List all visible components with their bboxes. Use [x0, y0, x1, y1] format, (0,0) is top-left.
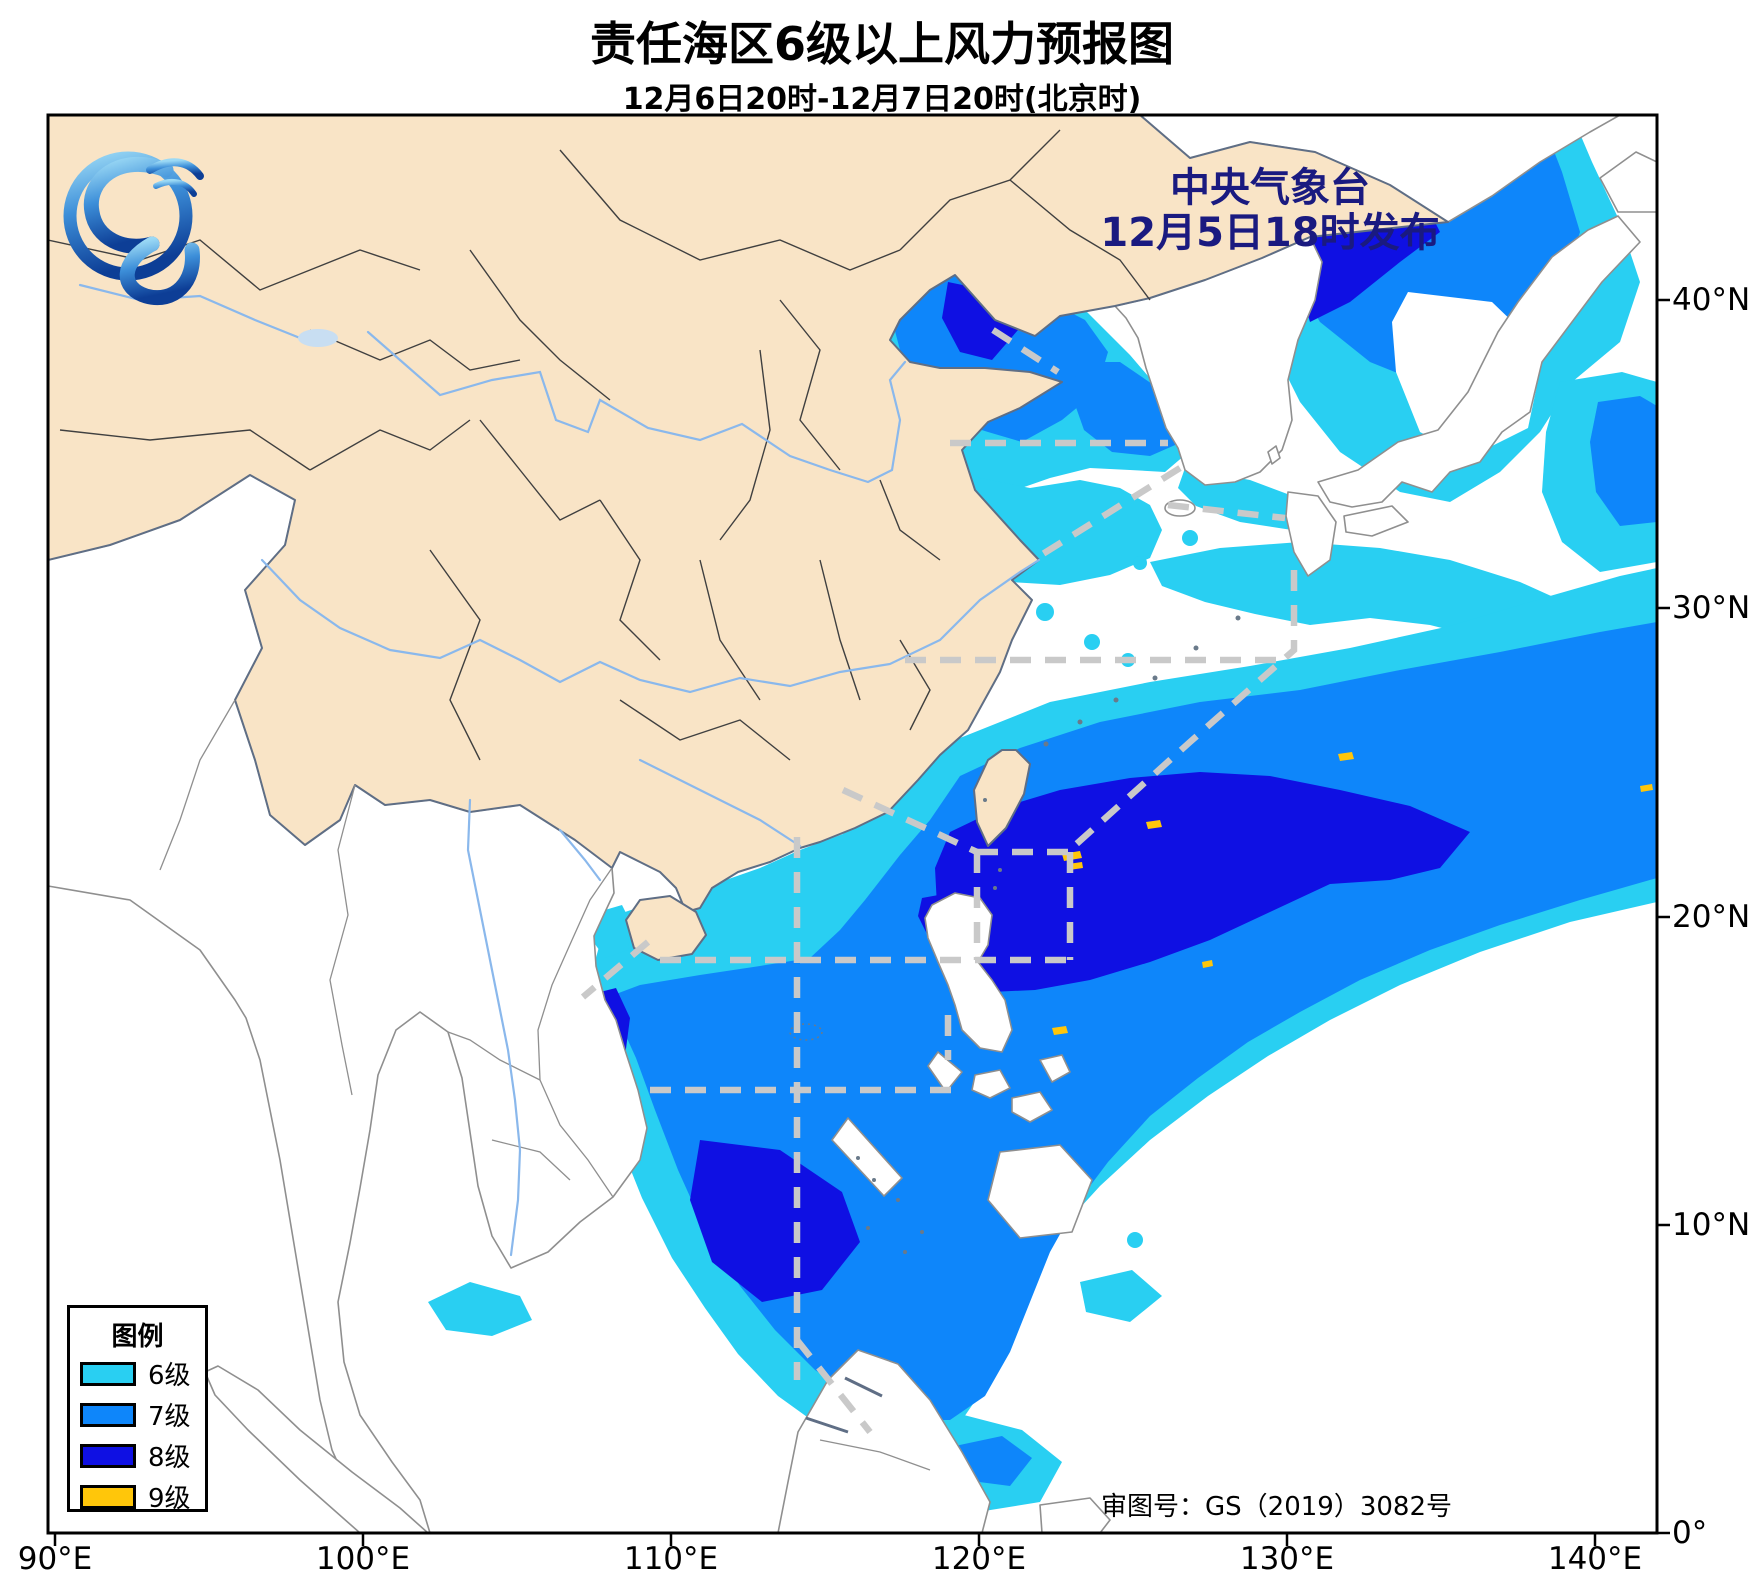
tsushima-island [1267, 445, 1281, 465]
hokkaido-island [1599, 151, 1657, 213]
rivers [78, 283, 1041, 1257]
shikoku-island [1343, 505, 1409, 537]
legend-row: 8级 [70, 1435, 205, 1476]
sulawesi-island [1039, 1497, 1111, 1533]
x-tick-label: 140°E [1547, 1541, 1643, 1577]
taiwan-island [973, 749, 1031, 847]
x-tick-label: 110°E [623, 1541, 719, 1577]
legend-swatch-6 [80, 1361, 136, 1386]
foreign-borders [159, 699, 931, 1471]
visayas-island [971, 1069, 1011, 1099]
y-tick-label: 40°N [1672, 282, 1751, 318]
honshu-island [1317, 215, 1641, 508]
china-land-layer [48, 115, 1449, 961]
sea-area-boundaries [580, 327, 1298, 1435]
legend-title: 图例 [111, 1322, 164, 1352]
issue-block: 中央气象台 12月5日18时发布 [1080, 166, 1460, 256]
survey-number: 审图号：GS（2019）3082号 [1101, 1492, 1452, 1522]
axis-ticks [53, 298, 1670, 1546]
legend-swatch-8 [80, 1443, 136, 1468]
issue-agency: 中央气象台 [1170, 165, 1370, 211]
y-tick-label: 0° [1672, 1515, 1708, 1551]
legend-label: 7级 [148, 1402, 191, 1432]
map-frame [46, 113, 1659, 1535]
x-tick-label: 130°E [1239, 1541, 1335, 1577]
legend-row: 7级 [70, 1394, 205, 1435]
legend-label: 6级 [148, 1361, 191, 1391]
island-slashes [805, 1376, 883, 1434]
y-tick-label: 20°N [1672, 899, 1751, 935]
issue-time: 12月5日18时发布 [1100, 209, 1440, 256]
legend-swatch-7 [80, 1402, 136, 1427]
paracel-islands-outline [789, 1023, 823, 1041]
cma-logo [63, 151, 204, 306]
china-mainland [48, 115, 1449, 913]
x-tick-label: 90°E [17, 1541, 93, 1577]
palawan-island [831, 1117, 903, 1197]
visayas-island [1011, 1091, 1053, 1123]
yangtze-river [260, 558, 1041, 694]
mindanao-island [987, 1144, 1093, 1239]
yellow-river [366, 330, 907, 484]
page-subtitle: 12月6日20时-12月7日20时(北京时) [622, 82, 1142, 117]
tarim-river [78, 283, 302, 340]
lake [298, 329, 338, 347]
red-river [558, 828, 602, 882]
foreign-land-layer [48, 115, 1657, 1533]
province-borders [48, 129, 1151, 761]
x-tick-label: 120°E [931, 1541, 1027, 1577]
visayas-island [1039, 1054, 1071, 1083]
legend-swatch-9 [80, 1484, 136, 1509]
borneo-island [777, 1349, 991, 1533]
y-tick-label: 30°N [1672, 590, 1751, 626]
sumatra-island [204, 1365, 429, 1533]
mekong-river [466, 798, 522, 1257]
kyushu-island [1285, 491, 1337, 577]
legend: 图例 6级 7级 8级 9级 [67, 1305, 208, 1514]
x-tick-label: 100°E [315, 1541, 411, 1577]
luzon-island [924, 892, 1013, 1053]
legend-row: 6级 [70, 1353, 205, 1394]
legend-row: 9级 [70, 1476, 205, 1517]
y-tick-label: 10°N [1672, 1207, 1751, 1243]
legend-label: 9级 [148, 1484, 191, 1514]
legend-label: 8级 [148, 1443, 191, 1473]
page-title: 责任海区6级以上风力预报图 [589, 17, 1174, 71]
small-islands [856, 615, 1241, 1254]
pearl-river [638, 758, 802, 848]
